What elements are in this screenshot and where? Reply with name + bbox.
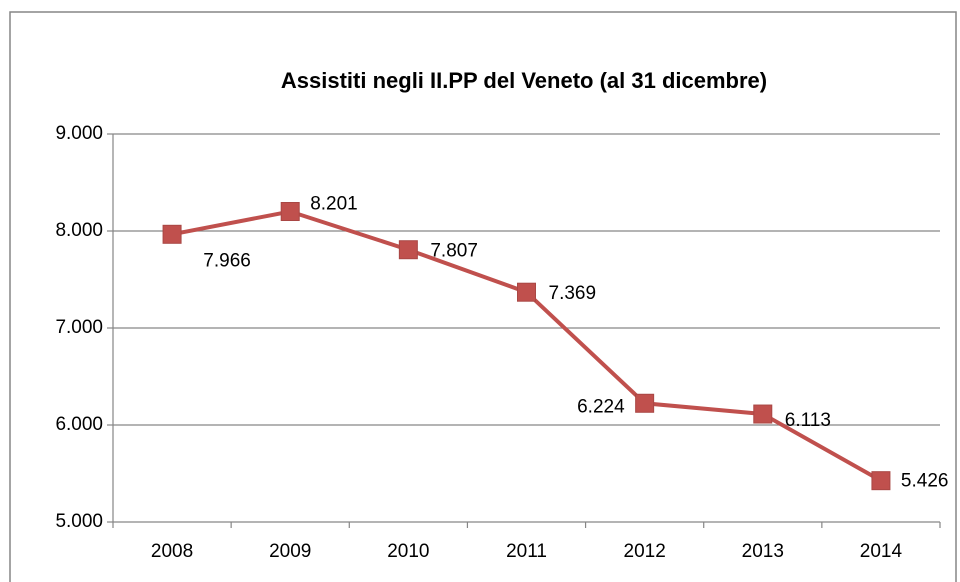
marker	[517, 282, 536, 302]
y-tick-label: 8.000	[55, 220, 103, 241]
data-label: 6.224	[577, 396, 625, 417]
data-label: 5.426	[901, 471, 949, 492]
x-tick-label: 2014	[860, 541, 903, 562]
data-label: 8.201	[310, 194, 358, 215]
y-tick-label: 5.000	[55, 511, 103, 532]
data-label: 7.966	[203, 250, 251, 271]
data-label: 7.369	[549, 283, 597, 304]
data-label: 7.807	[430, 241, 478, 262]
chart-border	[9, 11, 957, 582]
y-tick-label: 7.000	[55, 317, 103, 338]
x-tick-label: 2012	[624, 541, 666, 562]
marker	[871, 471, 891, 491]
x-tick-label: 2011	[506, 541, 547, 562]
marker	[162, 224, 182, 244]
y-tick-label: 6.000	[55, 414, 103, 435]
x-tick-label: 2008	[151, 541, 193, 562]
x-tick-label: 2010	[387, 541, 429, 562]
x-tick-label: 2013	[742, 541, 784, 562]
data-label: 6.113	[785, 410, 831, 431]
chart-title: Assistiti negli II.PP del Veneto (al 31 …	[281, 68, 767, 93]
marker	[635, 393, 655, 413]
marker	[398, 240, 418, 260]
x-tick-label: 2009	[269, 541, 311, 562]
marker	[753, 404, 773, 424]
marker	[280, 202, 300, 222]
y-tick-label: 9.000	[55, 123, 103, 144]
